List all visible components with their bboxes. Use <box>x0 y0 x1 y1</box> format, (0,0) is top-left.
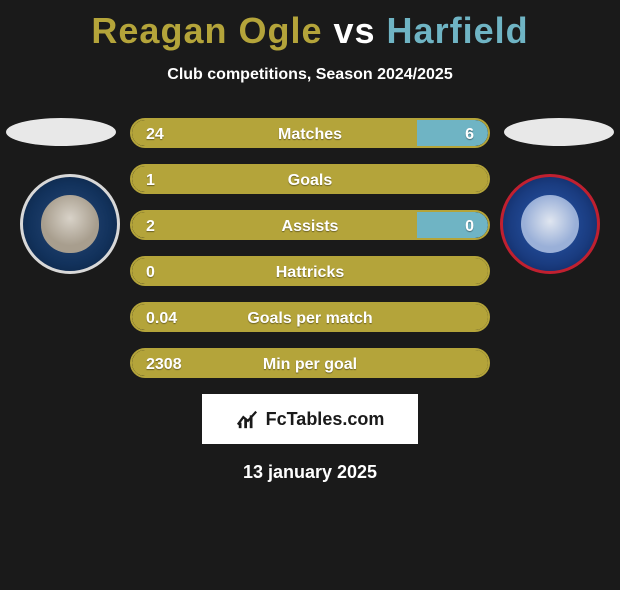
player2-name: Harfield <box>387 10 529 51</box>
stat-bar: 246Matches <box>130 118 490 148</box>
stat-bar: 2308Min per goal <box>130 348 490 378</box>
stat-label: Goals <box>132 166 488 194</box>
stat-label: Goals per match <box>132 304 488 332</box>
chart-icon <box>236 408 258 430</box>
phoenix-icon <box>521 195 579 253</box>
stat-label: Min per goal <box>132 350 488 378</box>
player1-name: Reagan Ogle <box>91 10 322 51</box>
stat-label: Hattricks <box>132 258 488 286</box>
stat-bar: 20Assists <box>130 210 490 240</box>
stat-label: Matches <box>132 120 488 148</box>
watermark: FcTables.com <box>202 394 418 444</box>
stat-bar: 0.04Goals per match <box>130 302 490 332</box>
watermark-text: FcTables.com <box>266 409 385 430</box>
player1-club-crest <box>20 174 120 274</box>
player2-club-crest <box>500 174 600 274</box>
player2-head-silhouette <box>504 118 614 146</box>
player1-head-silhouette <box>6 118 116 146</box>
stat-label: Assists <box>132 212 488 240</box>
vs-text: vs <box>333 10 375 51</box>
subtitle: Club competitions, Season 2024/2025 <box>0 66 620 84</box>
comparison-title: Reagan Ogle vs Harfield <box>0 10 620 52</box>
date-text: 13 january 2025 <box>0 462 620 483</box>
owl-icon <box>41 195 99 253</box>
content: 246Matches 1Goals 20Assists 0Hattricks 0.04G… <box>0 118 620 483</box>
stat-bar: 0Hattricks <box>130 256 490 286</box>
stat-bar: 1Goals <box>130 164 490 194</box>
stat-bars: 246Matches 1Goals 20Assists 0Hattricks 0.04G… <box>130 118 490 378</box>
